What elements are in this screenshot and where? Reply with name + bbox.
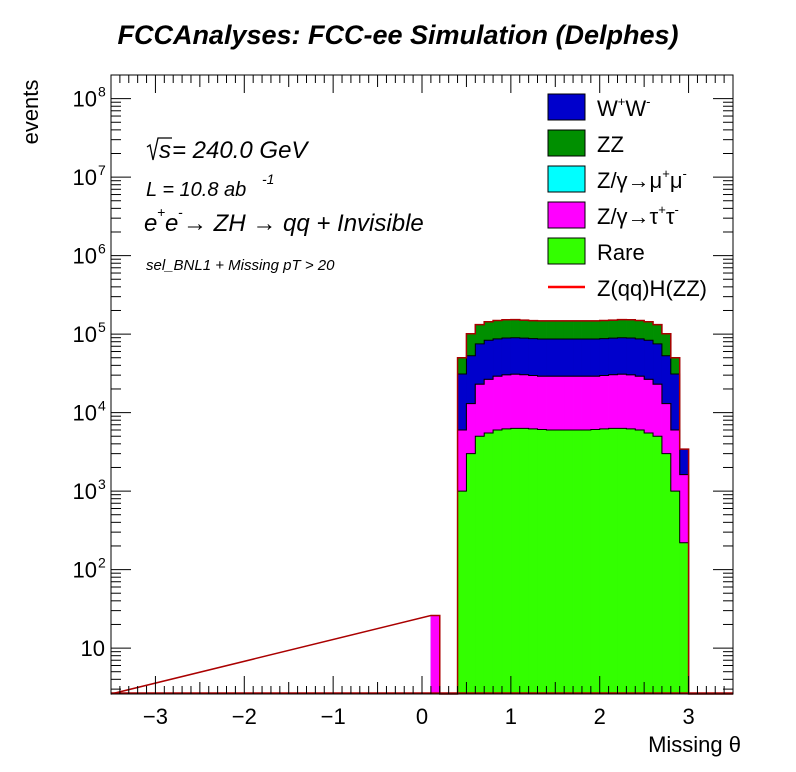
- y-tick-exp: 5: [98, 319, 106, 335]
- bar-Rare-20: [608, 428, 618, 695]
- legend-label-2: τ: [666, 204, 675, 229]
- signal-line: [110, 318, 733, 695]
- process-plus: +: [157, 204, 165, 220]
- x-tick-label: 2: [594, 704, 606, 729]
- legend-label-Z: Z/γ→τ: [597, 204, 659, 229]
- y-tick-label: 10: [73, 558, 97, 583]
- y-tick-label: 10: [73, 401, 97, 426]
- bar-Rare-17: [581, 429, 592, 695]
- y-tick-exp: 8: [98, 84, 106, 100]
- legend-swatch-Rare: [547, 237, 586, 265]
- bar-Rare-6: [483, 432, 494, 695]
- bar-Rare-3: [457, 490, 467, 695]
- legend-swatch-WW: [547, 93, 586, 121]
- bar-Rare-26: [661, 453, 672, 695]
- lumi-exp: -1: [262, 171, 274, 187]
- bar-Rare-12: [537, 429, 547, 695]
- bar-Rare-16: [572, 429, 583, 695]
- bar-Rare-11: [528, 428, 538, 695]
- bar-Rare-18: [590, 429, 600, 695]
- y-tick-exp: 2: [98, 555, 106, 571]
- bar-Rare-4: [466, 453, 476, 695]
- legend-sup: +: [618, 94, 626, 109]
- sqrt-icon: [146, 137, 172, 161]
- x-tick-label: 3: [682, 704, 694, 729]
- bar-Rare-13: [546, 429, 556, 695]
- legend-label-WW: W: [597, 96, 618, 121]
- legend-sup: +: [658, 202, 666, 217]
- legend-label-2: W: [625, 96, 646, 121]
- y-tick-label: 10: [73, 87, 97, 112]
- bar-Rare-7: [492, 429, 503, 695]
- bar-Rare-9: [510, 428, 520, 695]
- legend-label-2: μ: [670, 168, 683, 193]
- y-tick-exp: 6: [98, 241, 106, 257]
- x-tick-label: −3: [143, 704, 168, 729]
- bar-Rare-25: [652, 435, 663, 695]
- x-tick-label: 1: [505, 704, 517, 729]
- bar-Z-0: [430, 615, 441, 695]
- bar-Rare-23: [635, 429, 645, 695]
- legend-label-Rare: Rare: [597, 240, 645, 265]
- bar-Rare-5: [475, 435, 485, 695]
- sqrt-s: s: [159, 137, 171, 164]
- y-tick-exp: 4: [98, 398, 106, 414]
- bar-Rare-15: [563, 429, 574, 695]
- y-tick-label: 10: [73, 244, 97, 269]
- legend-label-ZZ: ZZ: [597, 132, 624, 157]
- x-tick-label: −2: [232, 704, 257, 729]
- outline-Z: [430, 373, 698, 695]
- bar-Rare-22: [626, 428, 636, 695]
- y-tick-label: 10: [73, 479, 97, 504]
- process-e: e: [144, 210, 157, 237]
- chart-title: FCCAnalyses: FCC-ee Simulation (Delphes): [117, 20, 679, 50]
- y-tick-label: 10: [81, 636, 105, 661]
- bar-Rare-10: [519, 428, 529, 695]
- x-tick-label: 0: [416, 704, 428, 729]
- bar-Rare-14: [555, 429, 565, 695]
- legend-swatch-ZZ: [547, 129, 586, 157]
- outline-WW: [430, 337, 698, 695]
- legend-sup: -: [683, 166, 687, 181]
- bar-Rare-21: [617, 428, 627, 695]
- bar-Rare-28: [679, 542, 689, 695]
- y-tick-label: 10: [73, 165, 97, 190]
- process-e2: e: [165, 210, 178, 237]
- bar-Rare-8: [501, 428, 512, 695]
- bar-Rare-24: [643, 432, 654, 695]
- process-minus: -: [178, 204, 183, 220]
- legend-label-Z: Z/γ→μ: [597, 168, 662, 193]
- y-tick-exp: 7: [98, 162, 106, 178]
- lumi-label: L = 10.8 ab: [146, 179, 246, 201]
- legend-swatch-Z: [547, 165, 586, 193]
- legend-label-Signal: Z(qq)H(ZZ): [597, 276, 707, 301]
- x-tick-label: −1: [321, 704, 346, 729]
- y-tick-exp: 3: [98, 476, 106, 492]
- bar-Rare-27: [670, 490, 680, 695]
- x-axis-label: Missing θ: [648, 732, 741, 757]
- selection-label: sel_BNL1 + Missing pT > 20: [146, 257, 335, 274]
- y-axis-label: events: [18, 80, 43, 145]
- y-tick-label: 10: [73, 322, 97, 347]
- legend-sup: -: [646, 94, 650, 109]
- legend-swatch-Z: [547, 201, 586, 229]
- process-label: → ZH → qq + Invisible: [183, 210, 424, 237]
- bar-Rare-19: [599, 428, 609, 695]
- energy-label: = 240.0 GeV: [172, 137, 309, 164]
- legend-sup: +: [662, 166, 670, 181]
- legend-sup: -: [675, 202, 679, 217]
- stacked-histogram: [110, 318, 733, 695]
- outline-Rare: [430, 427, 698, 695]
